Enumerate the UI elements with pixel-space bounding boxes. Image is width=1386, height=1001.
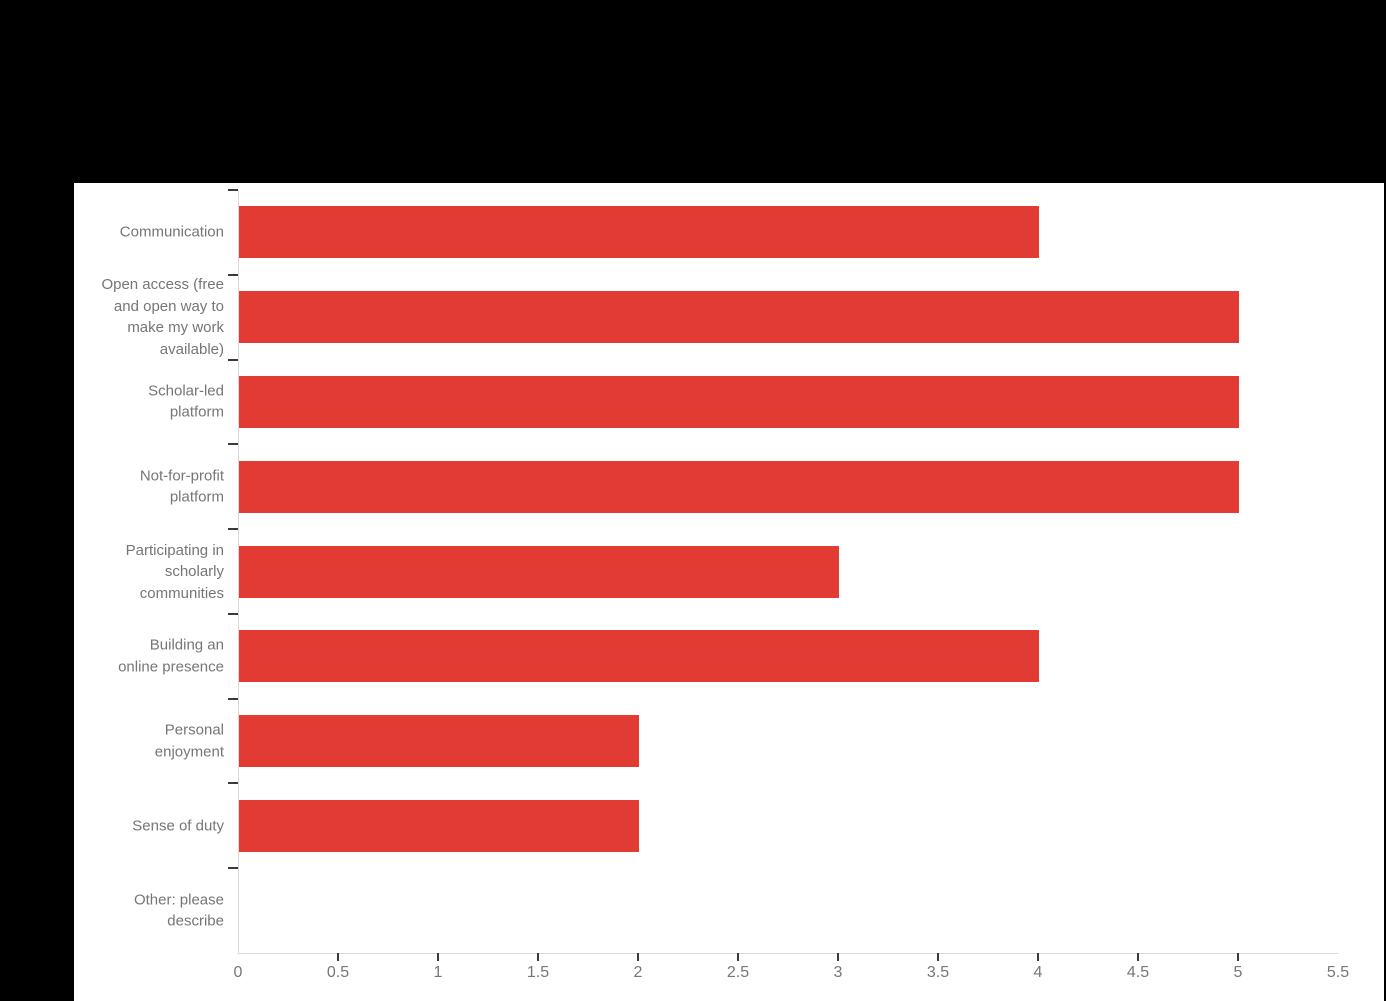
bar <box>239 799 639 852</box>
bar-chart: Communication Open access (free and open … <box>74 183 1384 1001</box>
x-tick-label: 1.5 <box>526 964 550 981</box>
x-axis-line <box>238 953 1338 954</box>
category-label: Not-for-profit platform <box>139 467 224 506</box>
x-axis-tick <box>1037 953 1039 961</box>
bar <box>239 630 1039 683</box>
x-axis-tick <box>1137 953 1139 961</box>
category-label: Other: please describe <box>133 891 224 930</box>
category-label: Scholar-led platform <box>148 382 224 421</box>
y-axis-tick <box>228 528 238 531</box>
category-label: Participating in scholarly communities <box>125 541 224 602</box>
y-axis-tick <box>228 189 238 191</box>
y-axis-tick <box>228 443 238 446</box>
category-label: Communication <box>119 223 224 241</box>
x-tick-label: 2.5 <box>726 964 750 981</box>
x-axis-tick <box>537 953 539 961</box>
bar <box>239 460 1239 513</box>
x-tick-label: 0.5 <box>326 964 350 981</box>
bar <box>239 545 839 598</box>
y-axis-tick <box>228 697 238 700</box>
y-axis-tick <box>228 273 238 276</box>
bar <box>239 375 1239 428</box>
x-tick-label: 5.5 <box>1326 964 1350 981</box>
x-axis-tick <box>837 953 839 961</box>
x-tick-label: 5 <box>1233 964 1243 981</box>
x-axis-tick <box>637 953 639 961</box>
x-tick-label: 4 <box>1033 964 1043 981</box>
x-tick-label: 4.5 <box>1126 964 1150 981</box>
y-axis-tick <box>228 358 238 361</box>
category-label: Sense of duty <box>132 817 224 835</box>
bar <box>239 206 1039 259</box>
x-axis-tick <box>937 953 939 961</box>
bar <box>239 291 1239 344</box>
bar <box>239 715 639 768</box>
x-tick-label: 0 <box>233 964 243 981</box>
category-label: Building an online presence <box>118 636 224 676</box>
y-axis-tick <box>228 782 238 785</box>
x-axis-tick <box>737 953 739 961</box>
y-axis-tick <box>228 612 238 615</box>
x-axis-tick <box>1237 953 1239 961</box>
x-axis-tick <box>437 953 439 961</box>
y-axis-line <box>238 190 239 953</box>
x-tick-label: 1 <box>433 964 443 981</box>
category-label: Personal enjoyment <box>154 721 224 761</box>
x-tick-label: 2 <box>633 964 643 981</box>
x-tick-label: 3 <box>833 964 843 981</box>
chart-panel: Communication Open access (free and open … <box>74 183 1384 1001</box>
category-label: Open access (free and open way to make m… <box>101 276 224 358</box>
x-tick-label: 3.5 <box>926 964 950 981</box>
y-axis-tick <box>228 867 238 870</box>
x-axis-tick <box>337 953 339 961</box>
